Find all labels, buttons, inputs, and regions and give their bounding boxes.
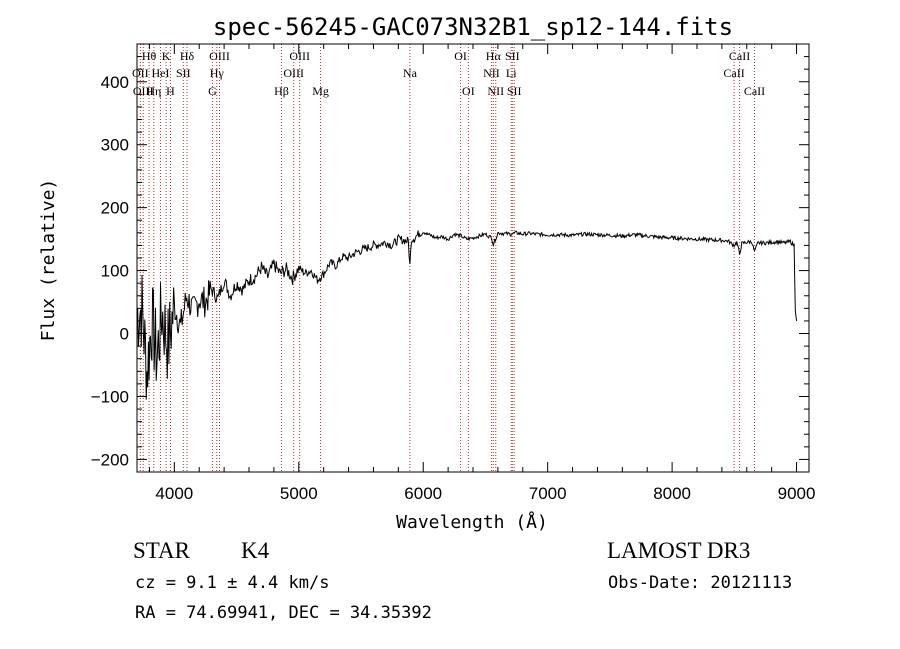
y-axis-label: Flux (relative) [38,179,59,342]
line-label-17: OI [454,49,467,63]
line-label-18: OI [462,84,475,98]
line-label-25: CaII [723,66,744,80]
redshift-cz: cz = 9.1 ± 4.4 km/s [135,573,330,593]
x-tick-label: 4000 [155,484,193,503]
object-subclass: K4 [241,538,270,563]
line-label-0: OII [132,66,149,80]
survey-name: LAMOST DR3 [607,538,751,563]
line-label-7: SII [176,66,191,80]
line-label-12: Hβ [274,84,289,98]
line-label-15: Mg [312,84,329,98]
y-tick-label: 200 [101,199,129,218]
spectrum-line [136,230,798,400]
line-label-19: NII [483,66,500,80]
line-label-24: SII [507,84,522,98]
x-tick-label: 5000 [280,484,318,503]
y-tick-label: 400 [101,73,129,92]
x-tick-label: 8000 [653,484,691,503]
line-label-4: HeI [152,66,170,80]
y-tick-label: −100 [91,387,129,406]
y-tick-label: −200 [91,450,129,469]
y-tick-label: 100 [101,262,129,281]
line-label-22: Li [506,66,517,80]
ra-dec: RA = 74.69941, DEC = 34.35392 [135,603,432,623]
line-label-26: CaII [729,49,750,63]
x-axis-ticks: 4000 5000 6000 7000 8000 9000 [148,44,816,503]
line-label-3: Hη [146,84,161,98]
line-label-23: SII [505,49,520,63]
x-tick-label: 9000 [778,484,816,503]
x-tick-label: 7000 [529,484,567,503]
line-label-11: OIII [209,49,230,63]
x-axis-label: Wavelength (Å) [396,511,548,533]
spectral-line-labels: OIIOIIIHθHηHeIKHSIIHδGHγOIIIHβOIIIOIIIMg… [132,49,765,98]
y-axis-ticks: −200 −100 0 100 200 300 400 [91,56,809,469]
line-label-2: Hθ [142,49,157,63]
spectral-line-markers [139,44,755,472]
line-label-6: H [166,84,175,98]
plot-frame [136,43,810,473]
line-label-8: Hδ [180,49,195,63]
y-tick-label: 300 [101,136,129,155]
line-label-10: Hγ [210,66,225,80]
line-label-14: OIII [289,49,310,63]
line-label-16: Na [403,66,418,80]
line-label-5: K [162,49,171,63]
obs-date: Obs-Date: 20121113 [608,573,793,593]
line-label-27: CaII [744,84,765,98]
x-tick-label: 6000 [404,484,442,503]
y-tick-label: 0 [120,325,129,344]
line-label-9: G [208,84,217,98]
object-class: STAR [133,538,190,563]
line-label-21: NII [487,84,504,98]
line-label-20: Hα [486,49,502,63]
line-label-13: OIII [283,66,304,80]
chart-title: spec-56245-GAC073N32B1_sp12-144.fits [213,13,733,41]
